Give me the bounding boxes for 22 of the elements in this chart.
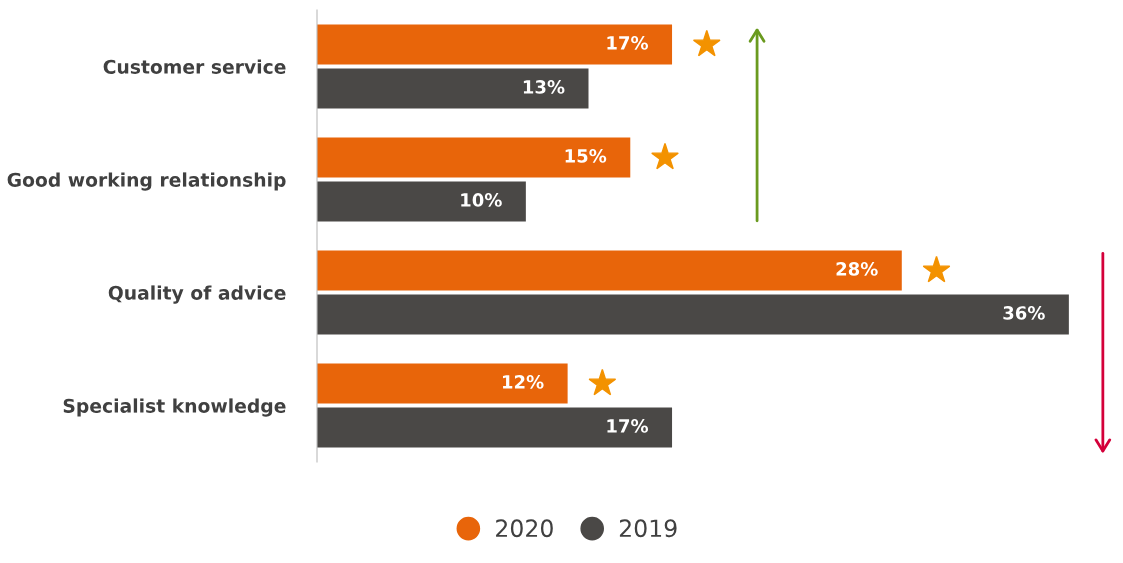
data-label: 15% bbox=[565, 149, 607, 163]
data-label: 17% bbox=[607, 419, 649, 433]
bar bbox=[317, 407, 673, 448]
legend-label: 2020 bbox=[496, 519, 553, 538]
bar bbox=[317, 363, 568, 404]
data-label: 12% bbox=[502, 375, 544, 389]
data-label: 17% bbox=[607, 36, 649, 50]
data-label: 36% bbox=[1003, 306, 1045, 320]
bar bbox=[317, 294, 1069, 335]
bar bbox=[317, 68, 589, 109]
bar bbox=[317, 24, 673, 65]
bar bbox=[317, 250, 902, 291]
y-tick-label: Specialist knowledge bbox=[63, 398, 286, 417]
data-label: 28% bbox=[836, 262, 878, 276]
data-label: 10% bbox=[461, 193, 502, 207]
data-label: 13% bbox=[523, 80, 565, 94]
bar bbox=[317, 181, 526, 222]
y-tick-label: Quality of advice bbox=[108, 285, 286, 304]
y-tick-label: Customer service bbox=[103, 59, 286, 74]
bar bbox=[317, 137, 631, 178]
legend-label: 2019 bbox=[619, 519, 677, 538]
y-tick-label: Good working relationship bbox=[7, 172, 286, 191]
